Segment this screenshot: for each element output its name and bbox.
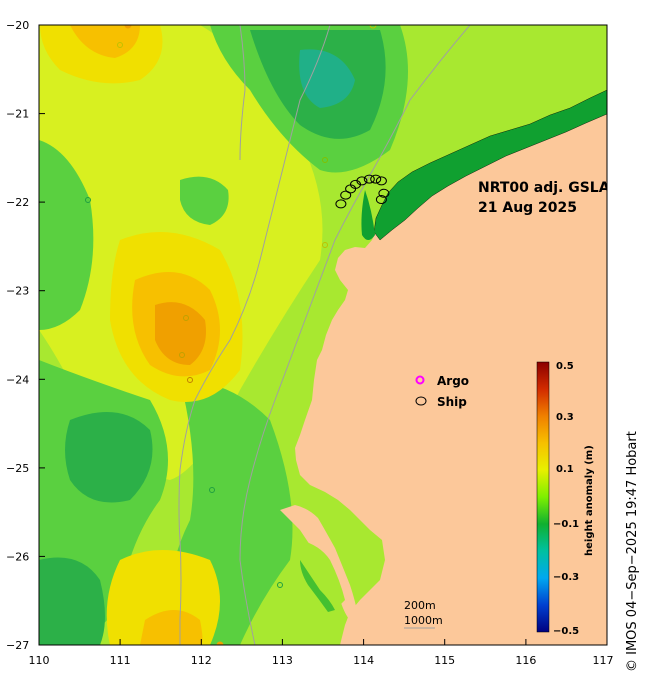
shark-bay-inlet xyxy=(300,540,345,605)
y-tick-label: −25 xyxy=(6,462,29,475)
argo-float-marker xyxy=(183,315,189,321)
argo-float-marker xyxy=(117,42,123,48)
x-tick-label: 117 xyxy=(593,654,614,667)
ship-track-marker xyxy=(375,176,387,186)
ship-track-marker xyxy=(363,174,375,184)
bathymetry-contour-200m-west xyxy=(239,25,246,161)
contour-label-1000m: 1000m xyxy=(404,614,443,627)
x-tick-label: 113 xyxy=(272,654,293,667)
ship-track-marker xyxy=(335,199,347,209)
ship-track-marker xyxy=(378,188,390,198)
map-date: 21 Aug 2025 xyxy=(478,200,577,216)
x-tick-label: 114 xyxy=(353,654,374,667)
shark-bay-green-band xyxy=(300,560,335,612)
ship-track-marker xyxy=(356,176,368,186)
anomaly-region-orange-central xyxy=(155,302,206,365)
argo-float-marker xyxy=(85,197,91,203)
anomaly-region-darkgreen-south xyxy=(39,557,105,645)
y-tick-label: −20 xyxy=(6,19,29,32)
colorbar-tick-label: −0.1 xyxy=(553,519,579,530)
argo-legend-label: Argo xyxy=(437,374,469,388)
x-tick-label: 112 xyxy=(191,654,212,667)
ship-track-marker xyxy=(375,195,387,204)
x-tick-label: 116 xyxy=(515,654,536,667)
argo-float-marker xyxy=(216,641,224,645)
legend: Argo Ship xyxy=(415,374,469,409)
ship-legend-marker xyxy=(415,396,427,406)
anomaly-region-teal-northeast xyxy=(299,49,355,108)
bathymetry-contour-200m xyxy=(178,25,331,645)
colorbar-tick-label: 0.3 xyxy=(556,412,574,423)
x-tick-label: 111 xyxy=(110,654,131,667)
y-tick-label: −22 xyxy=(6,196,29,209)
x-tick-label: 115 xyxy=(434,654,455,667)
map-plot-area: NRT00 adj. GSLA 21 Aug 2025 xyxy=(39,25,610,645)
colorbar: 0.5 0.3 0.1 −0.1 −0.3 −0.5 height anomal… xyxy=(536,361,595,637)
anomaly-region-darkgreen-southwest xyxy=(65,412,153,503)
map-title: NRT00 adj. GSLA xyxy=(478,180,610,196)
colorbar-tick-label: −0.3 xyxy=(553,572,579,583)
bathymetry-contour-1000m xyxy=(239,25,471,645)
ship-legend-label: Ship xyxy=(437,395,467,409)
colorbar-tick-label: −0.5 xyxy=(553,626,579,637)
colorbar-gradient xyxy=(536,361,550,633)
argo-float-marker xyxy=(187,377,193,383)
argo-markers xyxy=(85,25,377,645)
y-tick-label: −24 xyxy=(6,373,29,386)
y-tick-label: −21 xyxy=(6,108,29,121)
argo-float-marker xyxy=(322,157,328,163)
anomaly-region-warm-north xyxy=(70,25,140,58)
y-tick-label: −26 xyxy=(6,550,29,563)
argo-float-marker xyxy=(277,582,283,588)
x-tick-label: 110 xyxy=(29,654,50,667)
copyright-text: © IMOS 04−Sep−2025 19:47 Hobart xyxy=(625,431,640,672)
argo-legend-marker xyxy=(415,375,425,385)
plot-frame xyxy=(38,24,608,646)
contour-label-200m: 200m xyxy=(404,599,436,612)
ship-track xyxy=(335,174,390,209)
anomaly-region-green-west xyxy=(39,140,94,330)
x-axis: 110 111 112 113 114 115 116 117 xyxy=(29,639,614,667)
colorbar-tick-label: 0.1 xyxy=(556,464,574,475)
anomaly-region-warm-south xyxy=(140,610,203,645)
australian-landmass xyxy=(295,97,607,645)
argo-float-marker xyxy=(209,487,215,493)
y-tick-label: −27 xyxy=(6,639,29,652)
colorbar-title: height anomaly (m) xyxy=(584,445,595,556)
argo-float-marker xyxy=(179,352,185,358)
argo-float-marker xyxy=(322,242,328,248)
gulf-green-band xyxy=(361,190,375,240)
y-axis: −20 −21 −22 −23 −24 −25 −26 −27 xyxy=(6,19,45,652)
anomaly-region-green-center xyxy=(180,176,229,225)
colorbar-tick-label: 0.5 xyxy=(556,361,574,372)
argo-float-marker xyxy=(369,25,377,29)
ship-track-marker xyxy=(370,174,382,184)
argo-float-marker xyxy=(124,25,132,29)
y-tick-label: −23 xyxy=(6,285,29,298)
ship-track-marker xyxy=(340,190,352,200)
